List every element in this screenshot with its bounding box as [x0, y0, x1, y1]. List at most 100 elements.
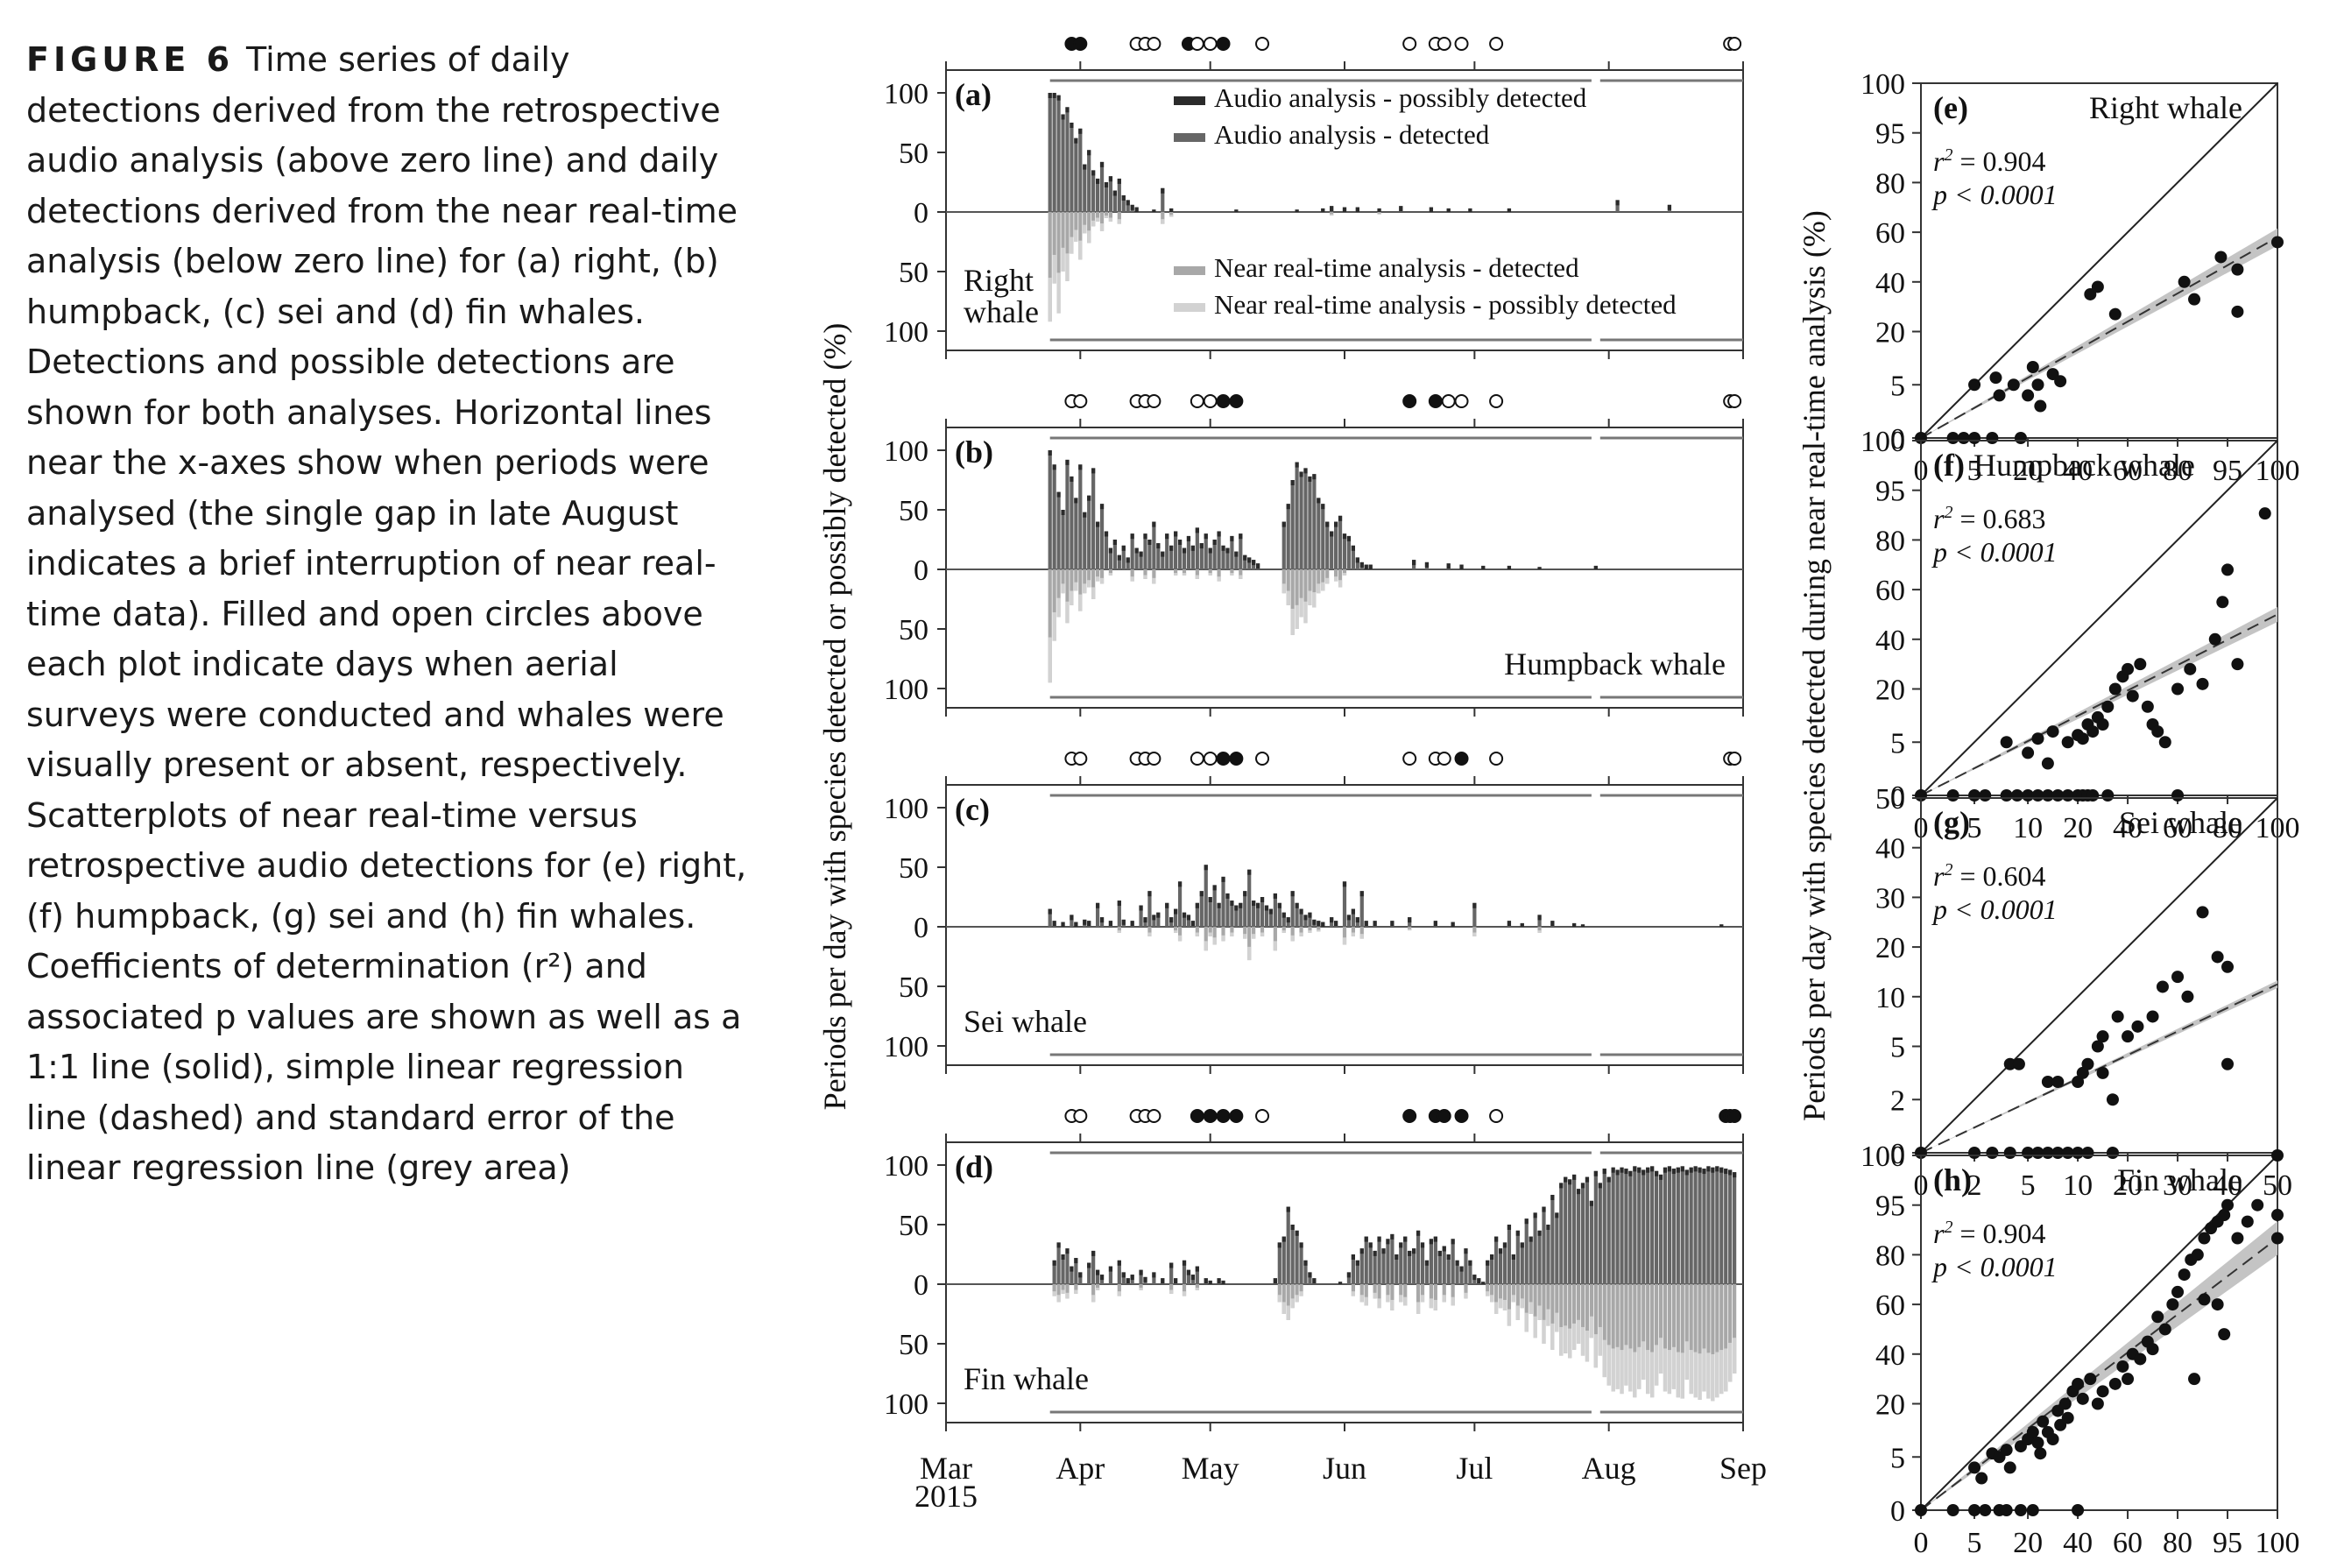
nrt-bar — [1087, 569, 1091, 588]
timeseries-panel-b: 100 50 0 50 100 (b) Humpback whale — [884, 394, 1744, 717]
audio-bar — [1568, 1179, 1572, 1284]
audio-possible-bar — [1247, 557, 1252, 563]
data-point — [2196, 906, 2209, 919]
audio-possible-bar — [1442, 1246, 1446, 1252]
r2-symbol: r — [1933, 145, 1945, 177]
nrt-bar — [1208, 569, 1212, 576]
audio-bar — [1182, 547, 1187, 569]
data-point — [2026, 1425, 2039, 1438]
data-point — [2122, 1030, 2135, 1043]
audio-possible-bar — [1355, 1260, 1359, 1266]
audio-possible-bar — [1234, 551, 1239, 557]
audio-possible-bar — [1104, 531, 1109, 537]
y-tick-label: 40 — [1875, 1339, 1905, 1372]
audio-possible-bar — [1074, 922, 1078, 927]
survey-absent-marker — [1147, 37, 1161, 51]
audio-bar — [1048, 908, 1052, 927]
audio-bar — [1165, 902, 1169, 927]
nrt-possible-bar — [1654, 1345, 1659, 1386]
audio-bar — [1126, 200, 1130, 212]
audio-possible-bar — [1507, 208, 1512, 212]
audio-possible-bar — [1134, 547, 1139, 554]
y-tick-label: 2 — [1890, 1084, 1905, 1117]
nrt-possible-bar — [1065, 601, 1070, 624]
audio-possible-bar — [1252, 560, 1256, 566]
nrt-bar — [1299, 1284, 1303, 1296]
nrt-possible-bar — [1342, 937, 1347, 945]
nrt-possible-bar — [1650, 1352, 1655, 1398]
figure-caption-text: Time series of daily detections derived … — [26, 40, 747, 1187]
audio-possible-bar — [1281, 1236, 1286, 1242]
nrt-possible-bar — [1108, 217, 1113, 222]
audio-possible-bar — [1295, 462, 1299, 468]
y-tick-label: 95 — [1875, 1190, 1905, 1223]
data-point — [2231, 1232, 2244, 1245]
nrt-bar — [1511, 1284, 1515, 1303]
data-point — [2198, 1293, 2211, 1306]
nrt-possible-bar — [1676, 1352, 1680, 1398]
audio-possible-bar — [1424, 1260, 1430, 1266]
nrt-bar — [1602, 1284, 1606, 1378]
audio-bar — [1225, 893, 1230, 927]
nrt-bar — [1099, 569, 1105, 584]
data-point — [2091, 1040, 2104, 1053]
audio-possible-bar — [1364, 1236, 1368, 1242]
audio-possible-bar — [1281, 521, 1286, 527]
audio-possible-bar — [1464, 1248, 1468, 1254]
nrt-possible-bar — [1104, 215, 1109, 218]
audio-possible-bar — [1303, 915, 1308, 921]
y-tick-label: 60 — [1875, 217, 1905, 250]
audio-possible-bar — [1342, 207, 1347, 212]
data-point — [2081, 1147, 2094, 1159]
survey-absent-marker — [1073, 394, 1088, 408]
audio-bar — [1182, 912, 1187, 927]
data-point — [1993, 389, 2006, 402]
audio-possible-bar — [1481, 565, 1486, 569]
nrt-possible-bar — [1715, 1352, 1719, 1398]
nrt-bar — [1061, 569, 1065, 594]
nrt-bar — [1433, 1284, 1437, 1310]
nrt-possible-bar — [1317, 583, 1321, 594]
nrt-bar — [1624, 1284, 1628, 1386]
survey-absent-marker — [1190, 394, 1204, 408]
audio-bar — [1070, 123, 1074, 212]
audio-possible-bar — [1195, 1266, 1199, 1272]
y-tick-label: 5 — [1890, 727, 1905, 759]
audio-bar — [1177, 881, 1183, 927]
survey-present-marker — [1727, 1109, 1742, 1123]
data-point — [2211, 950, 2224, 964]
audio-bar — [1117, 901, 1121, 927]
audio-possible-bar — [1511, 1254, 1515, 1260]
y-tick-label: 60 — [1875, 575, 1905, 607]
nrt-bar — [1117, 212, 1121, 224]
nrt-possible-bar — [1658, 1338, 1663, 1374]
nrt-possible-bar — [1308, 930, 1312, 933]
legend-swatch — [1174, 133, 1205, 142]
audio-bar — [1524, 1218, 1529, 1284]
nrt-bar — [1065, 1284, 1070, 1299]
audio-possible-bar — [1161, 551, 1165, 557]
y-tick-label: 0 — [1890, 1495, 1905, 1528]
survey-absent-marker — [1402, 37, 1417, 51]
species-label: Sei whale — [964, 1004, 1087, 1039]
audio-possible-bar — [1268, 908, 1274, 915]
species-label-line: Right — [964, 263, 1034, 298]
audio-possible-bar — [1555, 1212, 1559, 1218]
audio-possible-bar — [1165, 902, 1169, 908]
audio-bar — [1268, 908, 1274, 927]
audio-bar — [1351, 908, 1355, 927]
audio-possible-bar — [1593, 565, 1598, 569]
data-point — [2178, 1268, 2191, 1282]
audio-possible-bar — [1593, 1170, 1598, 1176]
data-point — [2158, 736, 2171, 749]
audio-possible-bar — [1325, 521, 1330, 527]
audio-possible-bar — [1715, 1166, 1719, 1172]
nrt-possible-bar — [1221, 935, 1225, 942]
x-tick-label-line: 2015 — [914, 1479, 978, 1514]
audio-bar — [1303, 468, 1308, 569]
audio-bar — [1373, 1250, 1377, 1284]
nrt-possible-bar — [1390, 1299, 1394, 1310]
nrt-possible-bar — [1568, 1328, 1572, 1359]
survey-absent-marker — [1437, 37, 1451, 51]
data-point — [2171, 971, 2185, 984]
